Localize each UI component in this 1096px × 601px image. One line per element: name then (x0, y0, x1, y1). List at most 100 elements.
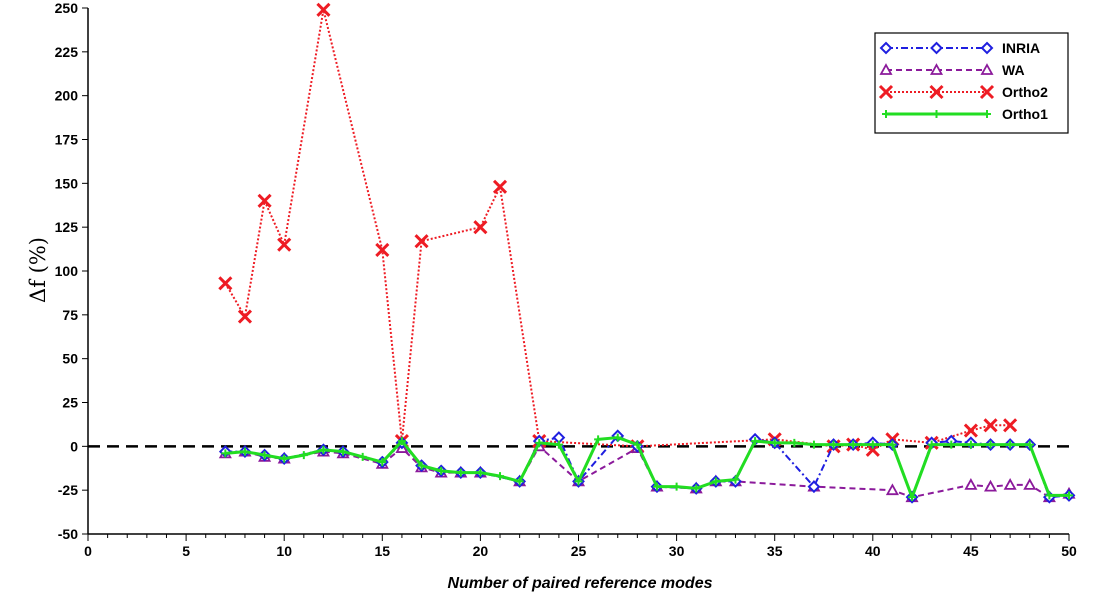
data-point-wa (1023, 478, 1037, 490)
data-point-inria (807, 480, 821, 494)
y-tick-label: 0 (70, 438, 78, 454)
data-point-ortho2 (1003, 418, 1018, 433)
y-tick-label: 50 (62, 351, 78, 367)
axes: 0 5 10 15 20 25 30 35 40 45 50 -50 -25 0 25 50 75 100 125 1… (55, 0, 1077, 559)
data-point-ortho1 (417, 461, 426, 470)
y-tick-label: 175 (55, 132, 79, 148)
data-point-ortho1 (829, 440, 838, 449)
data-point-ortho1 (221, 449, 230, 458)
data-point-wa (983, 479, 998, 492)
y-tick-label: 225 (55, 44, 79, 60)
data-point-wa (885, 483, 899, 496)
data-point-ortho1 (437, 466, 446, 475)
data-point-ortho1 (1025, 440, 1034, 449)
data-point-ortho2 (983, 418, 998, 433)
legend-marker (878, 84, 894, 100)
legend-marker (879, 63, 893, 75)
y-tick-label: -50 (58, 526, 78, 542)
y-tick-label: 25 (62, 395, 78, 411)
legend-box (874, 32, 1069, 134)
legend-label: WA (1002, 62, 1025, 78)
data-point-ortho1 (358, 452, 367, 461)
data-point-ortho2 (375, 242, 390, 258)
y-tick-label: 100 (55, 263, 79, 279)
x-tick-label: 45 (963, 543, 979, 559)
data-point-ortho1 (260, 451, 269, 460)
x-tick-label: 20 (473, 543, 489, 559)
data-point-ortho1 (299, 451, 308, 460)
series-ortho1 (221, 433, 1073, 502)
data-point-ortho1 (378, 458, 387, 467)
x-tick-label: 10 (276, 543, 292, 559)
data-point-ortho2 (237, 309, 253, 324)
data-point-ortho2 (492, 179, 508, 194)
legend-entry-ortho2: Ortho2 (878, 84, 1048, 100)
legend-marker (932, 110, 941, 118)
data-point-ortho1 (790, 438, 799, 447)
data-point-ortho1 (692, 484, 701, 493)
legend-marker (983, 110, 991, 118)
legend-marker (929, 84, 944, 100)
data-point-ortho1 (535, 438, 544, 447)
y-tick-label: 200 (55, 88, 79, 104)
legend-marker (929, 63, 944, 75)
data-point-ortho2 (414, 234, 429, 249)
x-tick-label: 40 (865, 543, 881, 559)
data-point-ortho1 (456, 468, 465, 477)
data-point-ortho1 (751, 437, 760, 446)
data-point-ortho1 (868, 440, 877, 449)
legend-marker (882, 110, 890, 118)
data-point-ortho1 (633, 440, 642, 449)
legend-marker (979, 84, 995, 100)
data-point-ortho1 (1045, 491, 1054, 500)
data-point-ortho1 (966, 440, 975, 449)
data-point-ortho1 (554, 440, 563, 449)
y-tick-label: 250 (55, 0, 79, 16)
series-layer (218, 2, 1076, 504)
y-axis-title: Δf (%) (26, 237, 50, 303)
y-tick-label: 150 (55, 175, 79, 191)
data-point-ortho1 (1065, 491, 1073, 500)
data-point-ortho1 (240, 447, 249, 456)
data-point-ortho1 (809, 440, 818, 449)
data-point-ortho1 (397, 437, 406, 446)
x-tick-label: 0 (84, 543, 92, 559)
legend-label: INRIA (1002, 40, 1040, 56)
legend-marker (980, 63, 994, 75)
data-point-ortho1 (947, 440, 956, 449)
x-tick-label: 15 (375, 543, 391, 559)
legend-entry-inria: INRIA (879, 40, 1040, 56)
data-point-ortho1 (849, 440, 858, 449)
data-point-ortho1 (496, 472, 505, 481)
axis-labels: Number of paired reference modes Δf (%) (26, 237, 713, 592)
data-point-ortho1 (927, 440, 936, 449)
data-point-ortho1 (319, 445, 328, 454)
data-point-ortho1 (908, 493, 917, 502)
data-point-ortho1 (476, 468, 485, 477)
x-tick-label: 25 (571, 543, 587, 559)
legend-entry-wa: WA (879, 62, 1025, 78)
data-point-ortho1 (339, 447, 348, 456)
data-point-ortho1 (672, 482, 681, 491)
data-point-ortho1 (652, 482, 661, 491)
data-point-ortho2 (316, 2, 331, 17)
data-point-ortho1 (574, 477, 583, 486)
data-point-ortho2 (218, 276, 233, 291)
data-point-wa (1003, 478, 1017, 490)
y-tick-label: 125 (55, 219, 79, 235)
data-point-ortho1 (770, 438, 779, 447)
data-point-ortho2 (473, 220, 488, 235)
data-point-ortho1 (280, 454, 289, 463)
data-point-ortho2 (257, 193, 272, 208)
legend-marker (879, 41, 893, 55)
data-point-ortho1 (888, 440, 897, 449)
series-wa (218, 439, 1076, 503)
x-tick-label: 30 (669, 543, 685, 559)
x-tick-label: 35 (767, 543, 783, 559)
legend: INRIA WA Ortho2 Ortho1 (874, 32, 1069, 134)
x-tick-label: 5 (182, 543, 190, 559)
data-point-ortho1 (613, 433, 622, 442)
data-point-ortho1 (731, 475, 740, 484)
data-point-ortho1 (594, 435, 603, 444)
x-tick-label: 50 (1061, 543, 1077, 559)
